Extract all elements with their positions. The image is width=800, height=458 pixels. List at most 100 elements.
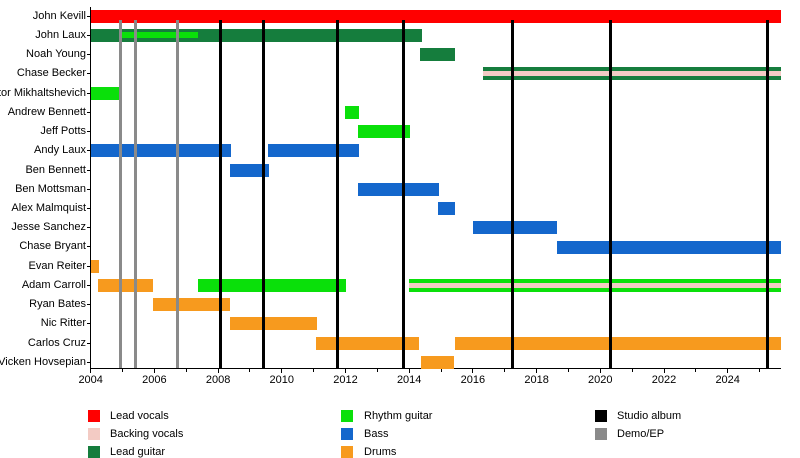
x-axis-label: 2004 [78, 374, 103, 386]
member-label: Jeff Potts [40, 125, 86, 138]
legend-label: Studio album [617, 410, 682, 422]
x-axis-label: 2018 [524, 374, 549, 386]
timeline-bar-lead-guitar [420, 48, 455, 62]
x-axis-minor-tick [695, 369, 697, 372]
x-axis-major-tick [281, 369, 283, 373]
y-axis-tick [87, 111, 90, 113]
x-axis-minor-tick [631, 369, 633, 372]
member-label: Noah Young [26, 48, 86, 61]
timeline-bar-lead-guitar [90, 28, 422, 42]
y-axis-tick [87, 361, 90, 363]
x-axis-label: 2020 [588, 374, 613, 386]
y-axis-tick [87, 207, 90, 209]
x-axis-label: 2014 [396, 374, 422, 386]
legend-label: Rhythm guitar [364, 410, 433, 422]
member-label: Evan Reiter [28, 259, 86, 272]
timeline-bar-bass [357, 182, 440, 196]
member-label: John Laux [35, 28, 86, 41]
x-axis-minor-tick [249, 369, 251, 372]
legend-label: Demo/EP [617, 428, 665, 440]
y-axis-tick [87, 323, 90, 325]
x-axis-major-tick [408, 369, 410, 373]
studio-album-line [262, 19, 266, 368]
studio-album-line [511, 19, 515, 368]
member-label: Ben Mottsman [15, 182, 86, 195]
x-axis-label: 2008 [205, 374, 231, 386]
x-axis-major-tick [536, 369, 538, 373]
legend-swatch-lead-guitar [88, 446, 100, 458]
member-label: Ryan Bates [29, 298, 86, 311]
timeline-bar-rhythm-guitar [90, 86, 121, 100]
timeline-bar-bass [268, 144, 359, 158]
member-label: Andrew Bennett [7, 105, 86, 118]
y-axis-tick [87, 265, 90, 267]
x-axis-major-tick [727, 369, 729, 373]
timeline-bar-bass [557, 240, 781, 254]
legend-swatch-rhythm-guitar [341, 410, 353, 422]
x-axis-major-tick [90, 369, 92, 373]
timeline-bar-drums [153, 298, 230, 312]
timeline-bar-drums [90, 259, 99, 273]
timeline-bar-rhythm-guitar [344, 105, 359, 119]
x-axis-minor-tick [504, 369, 506, 372]
y-axis-tick [87, 73, 90, 75]
x-axis-label: 2022 [651, 374, 677, 386]
x-axis-major-tick [663, 369, 665, 373]
x-axis-minor-tick [440, 369, 442, 372]
y-axis-tick [87, 92, 90, 94]
y-axis-tick [87, 342, 90, 344]
x-axis-major-tick [599, 369, 601, 373]
overlay-bar-rhythm-guitar [119, 32, 199, 39]
x-axis-major-tick [153, 369, 155, 373]
x-axis-label: 2006 [142, 374, 167, 386]
member-label: Nic Ritter [40, 317, 86, 330]
legend-label: Bass [364, 428, 389, 440]
y-axis-tick [87, 15, 90, 17]
timeline-bar-lead-vocals [90, 9, 781, 23]
x-axis-major-tick [217, 369, 219, 373]
y-axis-tick [87, 34, 90, 36]
member-label: Ben Bennett [25, 163, 86, 176]
studio-album-line [336, 19, 339, 368]
overlay-bar-backing-vocals [483, 71, 781, 77]
y-axis-tick [87, 304, 90, 306]
x-axis-label: 2010 [269, 374, 295, 386]
x-axis-minor-tick [313, 369, 315, 372]
x-axis-major-tick [345, 369, 346, 373]
timeline-bar-rhythm-guitar [198, 278, 347, 292]
timeline-bar-drums [455, 336, 781, 350]
timeline-bar-drums [315, 336, 420, 350]
x-axis-label: 2016 [460, 374, 486, 386]
legend-label: Drums [364, 446, 397, 458]
x-axis-minor-tick [568, 369, 569, 372]
timeline-bar-bass [437, 202, 456, 215]
member-label: Alex Malmquist [11, 201, 86, 214]
member-label: Andy Laux [34, 144, 86, 157]
x-axis-label: 2024 [715, 374, 740, 386]
studio-album-line [218, 19, 222, 368]
legend-label: Backing vocals [110, 428, 184, 440]
member-label: Chase Bryant [19, 240, 86, 253]
y-axis-tick [87, 188, 90, 190]
demo-ep-line [133, 19, 137, 368]
y-axis-tick [87, 150, 90, 152]
x-axis-minor-tick [122, 369, 124, 372]
timeline-bar-bass [90, 144, 231, 158]
studio-album-line [765, 19, 769, 368]
demo-ep-line [175, 19, 179, 368]
member-label: Victor Mikhaltshevich [0, 86, 86, 99]
legend-swatch-studio-album [595, 410, 607, 422]
timeline-bar-drums [229, 317, 317, 331]
x-axis-minor-tick [376, 369, 378, 372]
legend-swatch-backing-vocals [88, 428, 100, 440]
y-axis-tick [87, 227, 90, 229]
legend-swatch-lead-vocals [88, 410, 100, 422]
y-axis-tick [87, 284, 90, 286]
member-label: John Kevill [32, 9, 86, 22]
y-axis-tick [87, 54, 90, 56]
y-axis-spine [90, 6, 91, 368]
y-axis-tick [87, 131, 90, 133]
x-axis-minor-tick [759, 369, 761, 372]
timeline-bar-bass [472, 221, 557, 235]
